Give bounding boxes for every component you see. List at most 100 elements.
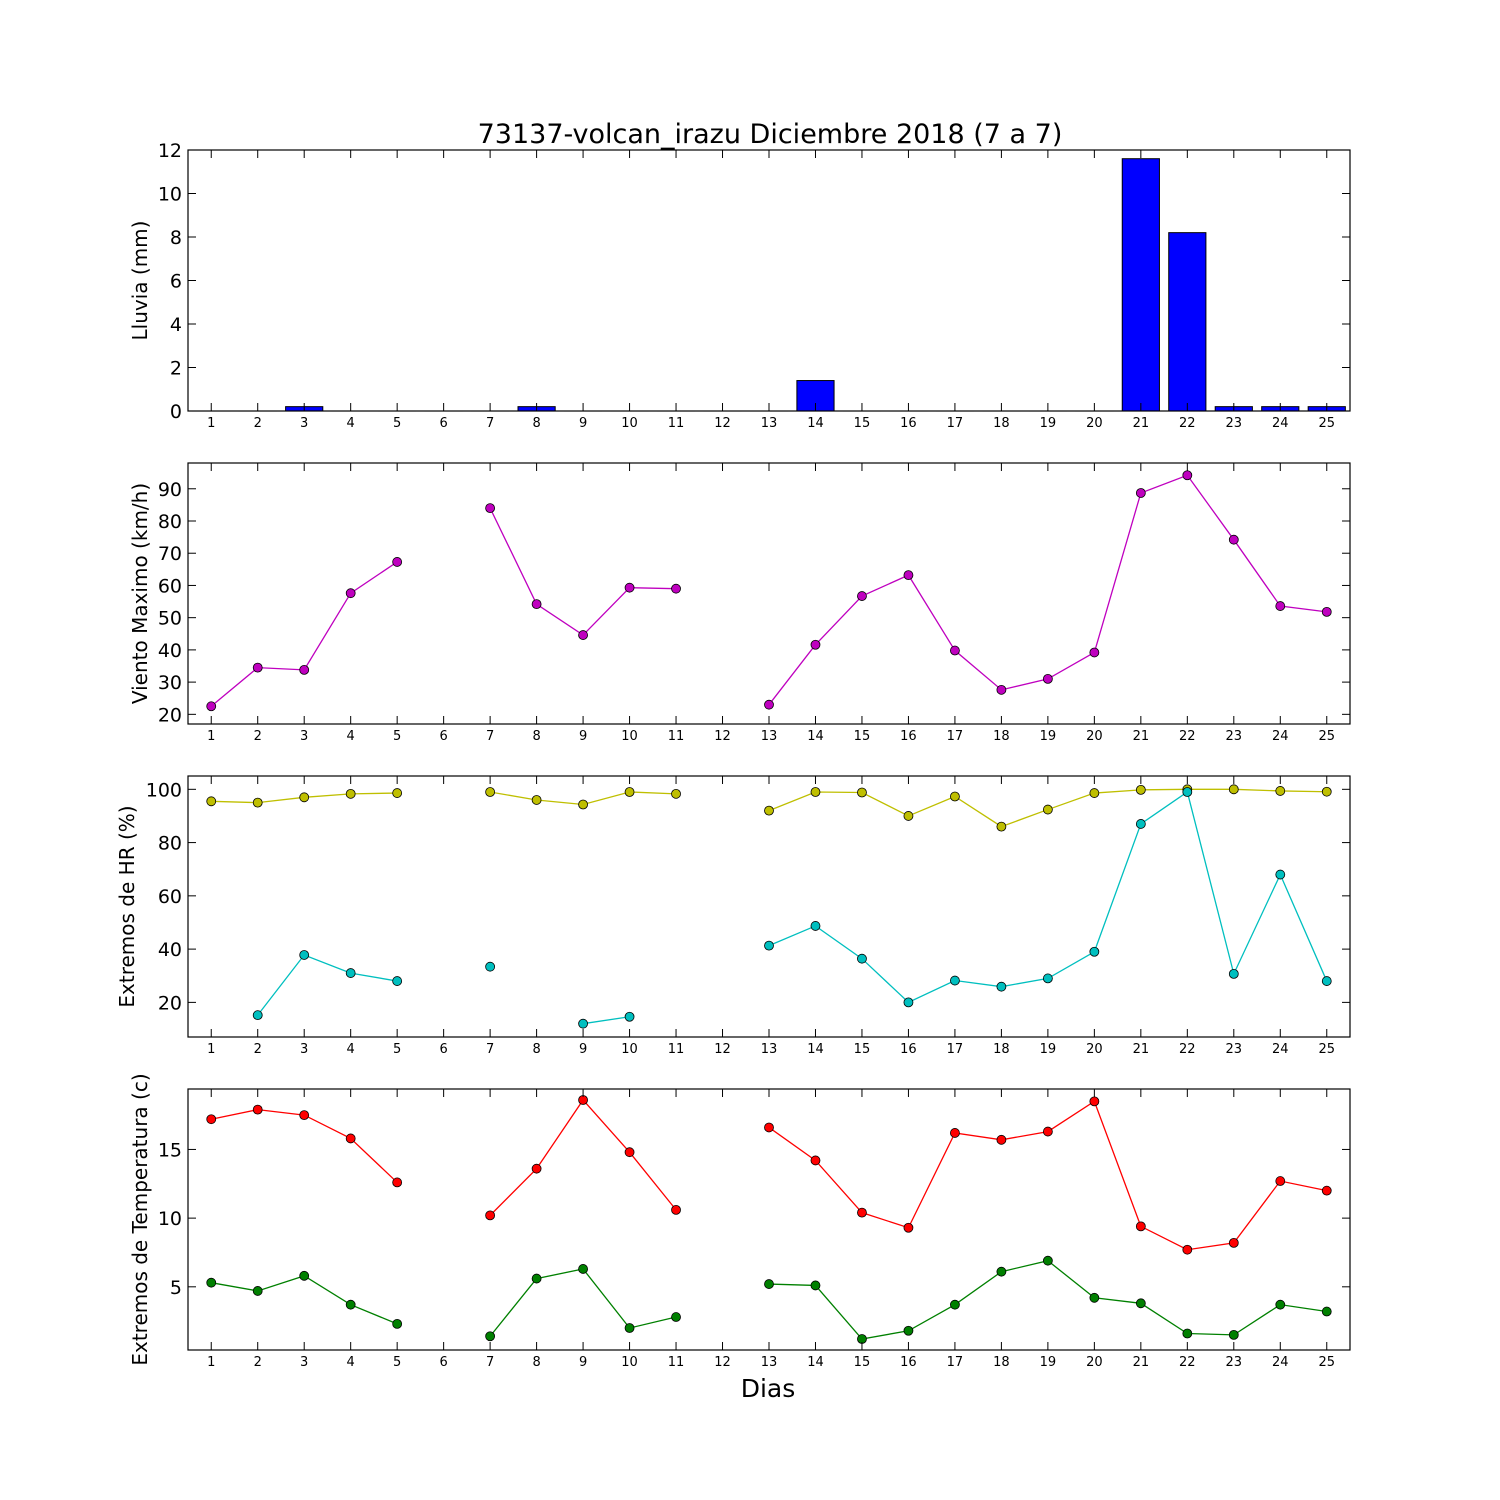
series-2-point-day-3 (299, 1270, 310, 1281)
series-2-line (257, 954, 398, 1016)
series-2-point-day-24 (1275, 869, 1286, 880)
x-tick-label: 9 (579, 1355, 587, 1370)
y-tick-label: 2 (170, 358, 182, 380)
series-2-point-day-15 (857, 953, 867, 964)
series-2-point-day-21 (1135, 1298, 1146, 1309)
series-2-line (768, 790, 1328, 1004)
series-2-point-day-22 (1182, 787, 1193, 797)
x-tick-label: 7 (486, 729, 494, 744)
x-tick-label: 13 (761, 729, 778, 744)
x-tick-label: 14 (807, 1042, 824, 1057)
series-1-point-day-16 (903, 811, 914, 821)
x-tick-label: 6 (439, 416, 447, 431)
x-tick-label: 11 (668, 729, 685, 744)
series-2-point-day-7 (485, 961, 496, 972)
series-2-point-day-13 (764, 1279, 774, 1289)
x-tick-label: 17 (947, 1042, 964, 1057)
x-tick-label: 17 (947, 416, 964, 431)
series-2-point-day-9 (578, 1264, 588, 1274)
x-tick-label: 24 (1272, 729, 1289, 744)
series-1-point-day-20 (1089, 1096, 1100, 1107)
series-1-point-day-21 (1135, 488, 1146, 498)
series-1-point-day-21 (1135, 784, 1146, 795)
x-tick-label: 20 (1086, 1042, 1103, 1057)
y-tick-label: 5 (170, 1277, 182, 1299)
series-2-point-day-4 (345, 1299, 356, 1310)
series-1-point-day-23 (1228, 534, 1239, 545)
x-tick-label: 18 (993, 416, 1010, 431)
series-1-point-day-18 (996, 684, 1007, 695)
x-tick-label: 23 (1226, 416, 1243, 431)
series-1-point-day-1 (206, 701, 217, 712)
series-1-point-day-13 (764, 699, 774, 710)
series-1-point-day-23 (1228, 1237, 1239, 1248)
series-1-point-day-19 (1042, 804, 1053, 815)
series-1-point-day-4 (345, 1133, 356, 1144)
series-2-point-day-17 (950, 1299, 960, 1310)
series-2-point-day-3 (299, 950, 310, 960)
x-tick-label: 10 (621, 1042, 638, 1057)
x-tick-label: 20 (1086, 729, 1103, 744)
x-tick-label: 2 (254, 1355, 262, 1370)
series-1-point-day-18 (996, 1134, 1007, 1145)
series-1-point-day-25 (1321, 606, 1332, 617)
x-tick-label: 19 (1040, 416, 1057, 431)
series-1-point-day-17 (950, 1128, 960, 1138)
y-tick-label: 12 (158, 140, 182, 162)
x-tick-label: 24 (1272, 416, 1289, 431)
x-tick-label: 25 (1318, 729, 1335, 744)
x-tick-label: 21 (1133, 416, 1150, 431)
series-2-line (582, 1016, 630, 1025)
x-tick-label: 14 (807, 729, 824, 744)
series-1-point-day-20 (1089, 788, 1100, 798)
series-1-point-day-17 (950, 791, 960, 802)
x-tick-label: 2 (254, 729, 262, 744)
x-tick-label: 25 (1318, 1355, 1335, 1370)
x-tick-label: 2 (254, 1042, 262, 1057)
series-1-line (489, 1098, 677, 1216)
x-tick-label: 25 (1318, 1042, 1335, 1057)
x-tick-label: 9 (579, 416, 587, 431)
x-tick-label: 21 (1133, 1042, 1150, 1057)
series-1-point-day-14 (810, 1155, 821, 1166)
series-1-point-day-23 (1228, 784, 1239, 795)
series-1-point-day-15 (857, 591, 867, 601)
series-1-point-day-5 (392, 1177, 403, 1188)
series-1-point-day-9 (578, 630, 588, 640)
series-2-point-day-10 (624, 1011, 635, 1022)
series-2-point-day-16 (903, 1325, 914, 1336)
x-axis-label: Dias (741, 1374, 796, 1403)
x-tick-label: 16 (900, 416, 917, 431)
y-tick-label: 80 (158, 833, 182, 855)
x-tick-label: 13 (761, 416, 778, 431)
series-2-point-day-1 (206, 1277, 217, 1288)
series-1-point-day-1 (206, 796, 217, 807)
series-1-point-day-7 (485, 787, 496, 797)
bar-day-21 (1121, 158, 1160, 412)
x-tick-label: 12 (714, 1042, 731, 1057)
y-tick-label: 40 (158, 939, 182, 961)
x-tick-label: 23 (1226, 729, 1243, 744)
x-tick-label: 10 (621, 1355, 638, 1370)
series-1-point-day-2 (252, 1104, 263, 1115)
series-1-point-day-25 (1321, 1185, 1332, 1196)
y-axis-label: Extremos de Temperatura (c) (128, 1073, 152, 1365)
series-1-point-day-5 (392, 557, 403, 567)
series-1-point-day-22 (1182, 470, 1193, 481)
x-tick-label: 25 (1318, 416, 1335, 431)
series-1-point-day-5 (392, 788, 403, 798)
x-tick-label: 8 (532, 416, 540, 431)
y-tick-label: 20 (158, 704, 182, 726)
y-tick-label: 50 (158, 608, 182, 630)
series-1-point-day-10 (624, 1147, 635, 1158)
x-tick-label: 4 (347, 416, 355, 431)
x-tick-label: 20 (1086, 416, 1103, 431)
x-tick-label: 12 (714, 416, 731, 431)
x-tick-label: 11 (668, 416, 685, 431)
series-1-point-day-24 (1275, 601, 1286, 611)
x-tick-label: 22 (1179, 416, 1196, 431)
x-tick-label: 16 (900, 1042, 917, 1057)
x-tick-label: 5 (393, 1355, 401, 1370)
